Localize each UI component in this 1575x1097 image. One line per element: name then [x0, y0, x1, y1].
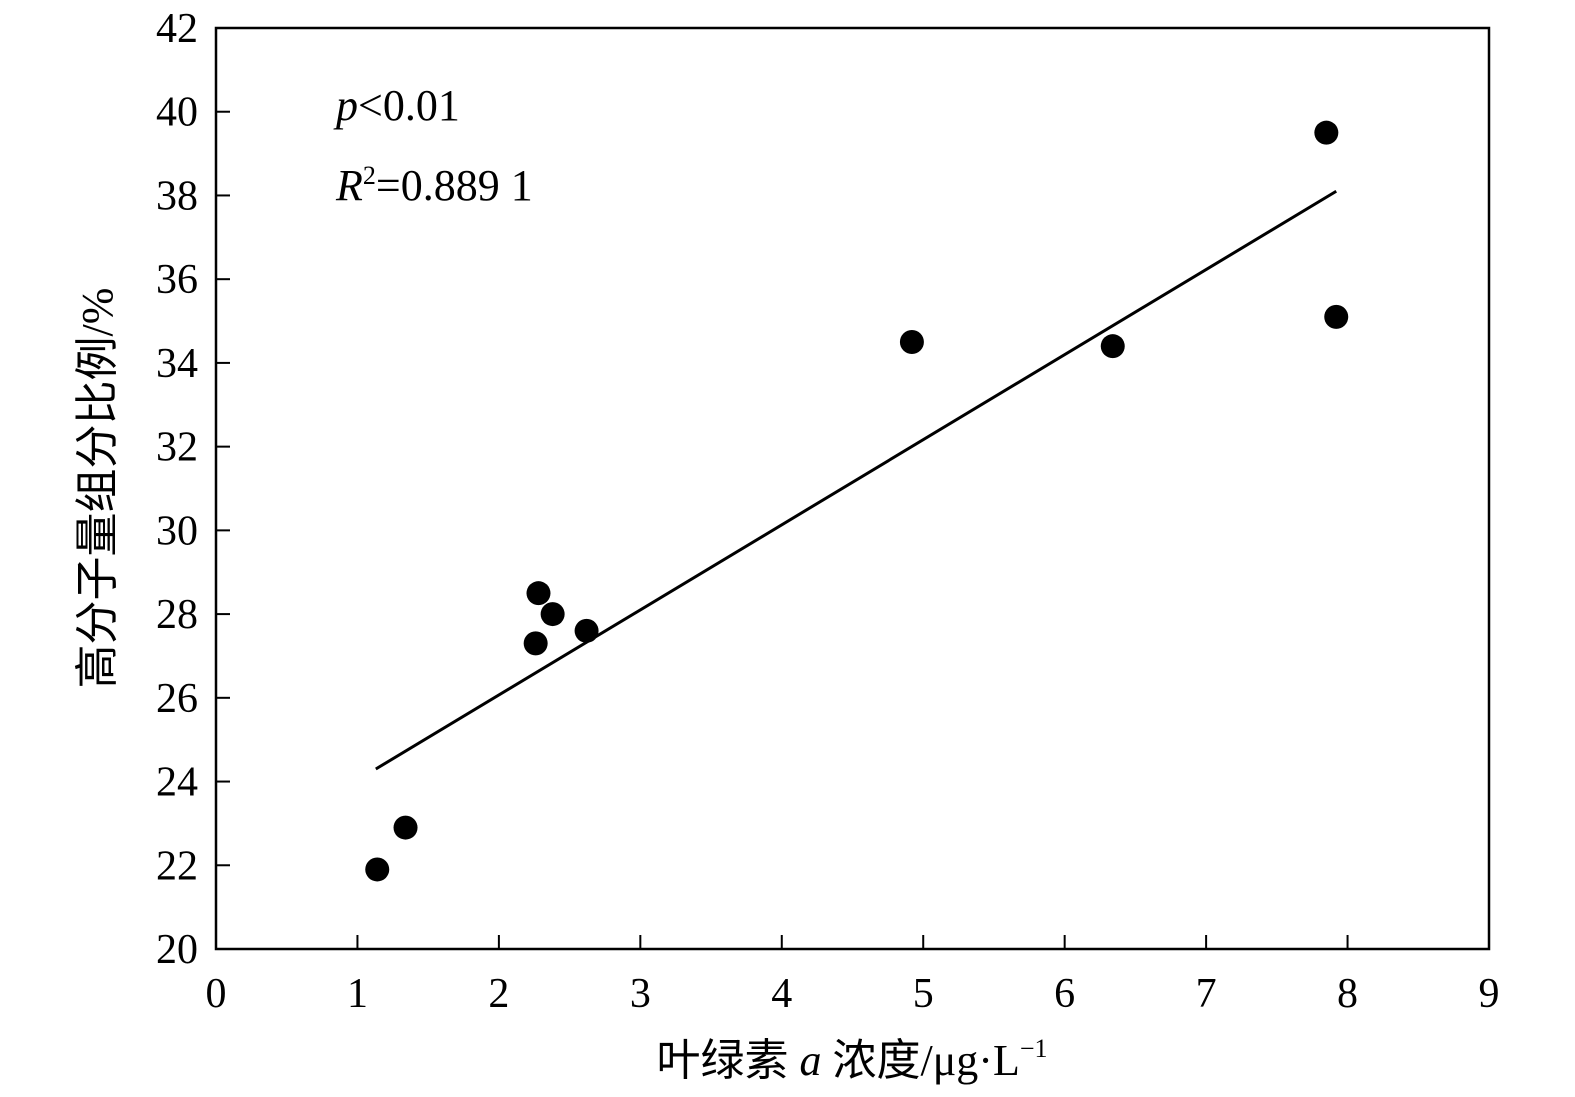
regression-line: [375, 189, 1338, 771]
r-squared-annotation: R2=0.889 1: [335, 161, 533, 210]
y-tick-label: 28: [156, 592, 198, 638]
data-point: [899, 329, 924, 354]
x-axis-ticks: 0 1 2 3 4 5 6 7 8 9: [206, 935, 1500, 1017]
x-tick-label: 7: [1196, 971, 1217, 1017]
y-tick-label: 38: [156, 173, 198, 219]
plot-frame: [214, 26, 1491, 951]
data-point: [540, 602, 565, 627]
x-tick-label: 9: [1479, 971, 1500, 1017]
p-value-text: <0.01: [358, 81, 460, 130]
x-axis-title: 叶绿素 a 浓度/μg·L−1: [656, 1034, 1047, 1085]
x-axis-title-superscript: −1: [1020, 1034, 1048, 1063]
y-tick-label: 34: [156, 341, 198, 387]
x-tick-label: 2: [488, 971, 509, 1017]
y-tick-label: 20: [156, 927, 198, 973]
x-tick-label: 3: [630, 971, 651, 1017]
x-tick-label: 1: [347, 971, 368, 1017]
data-point: [1324, 304, 1349, 329]
data-point: [574, 618, 599, 643]
data-point: [523, 631, 548, 656]
y-tick-label: 30: [156, 508, 198, 554]
data-point: [526, 581, 551, 606]
y-axis-title: 高分子量组分比例/%: [73, 288, 122, 689]
x-axis-title-suffix: 浓度/μg·L: [821, 1036, 1019, 1085]
y-tick-label: 24: [156, 760, 198, 806]
y-tick-label: 22: [156, 843, 198, 889]
y-tick-label: 32: [156, 425, 198, 471]
r-superscript: 2: [363, 161, 376, 190]
x-axis-title-variable: a: [799, 1036, 821, 1085]
x-tick-label: 6: [1054, 971, 1075, 1017]
y-tick-label: 40: [156, 90, 198, 136]
x-tick-label: 0: [206, 971, 227, 1017]
p-value-annotation: p<0.01: [333, 81, 460, 130]
data-point: [393, 815, 418, 840]
r-variable: R: [335, 161, 363, 210]
y-tick-label: 26: [156, 676, 198, 722]
data-points: [365, 120, 1349, 882]
r-squared-text: =0.889 1: [376, 161, 533, 210]
data-point: [1314, 120, 1339, 145]
p-variable: p: [333, 81, 358, 130]
y-tick-label: 42: [156, 6, 198, 52]
y-axis-ticks: 20 22 24 26 28 30 32 34 36 38 40 42: [156, 6, 230, 973]
x-tick-label: 5: [913, 971, 934, 1017]
data-point: [365, 857, 390, 882]
x-tick-label: 8: [1337, 971, 1358, 1017]
data-point: [1100, 334, 1125, 359]
x-tick-label: 4: [771, 971, 792, 1017]
x-axis-title-prefix: 叶绿素: [656, 1036, 799, 1085]
y-tick-label: 36: [156, 257, 198, 303]
